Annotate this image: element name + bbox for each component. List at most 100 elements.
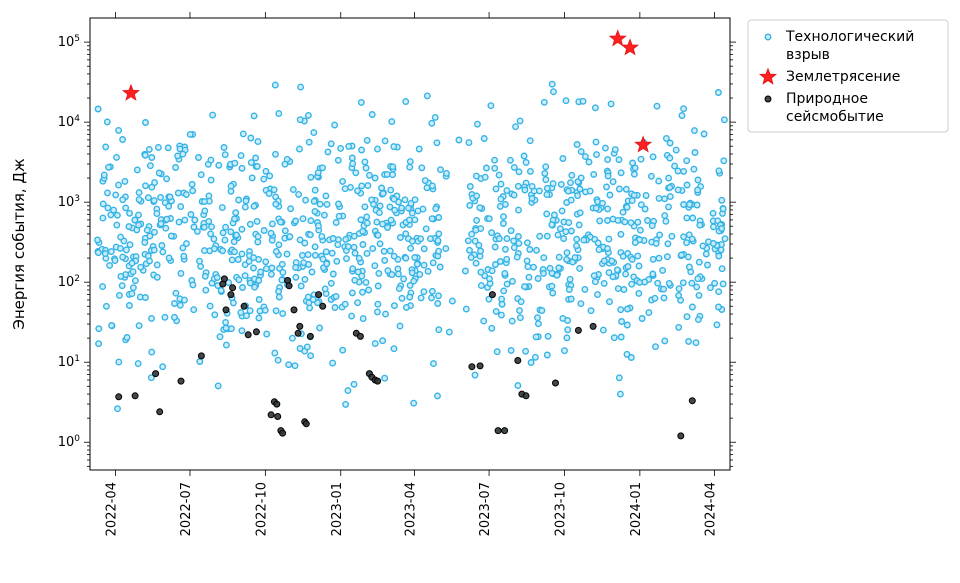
point-tech-explosion [189, 182, 195, 188]
point-tech-explosion [255, 139, 261, 145]
point-tech-explosion [145, 227, 151, 233]
point-tech-explosion [120, 137, 126, 143]
x-tick-label: 2022-04 [104, 482, 119, 536]
point-tech-explosion [215, 383, 221, 389]
point-tech-explosion [188, 212, 194, 218]
point-tech-explosion [720, 281, 726, 287]
point-tech-explosion [653, 344, 659, 350]
point-tech-explosion [408, 159, 414, 165]
point-tech-explosion [130, 269, 136, 275]
point-tech-explosion [269, 238, 275, 244]
point-tech-explosion [256, 297, 262, 303]
point-tech-explosion [526, 275, 532, 281]
point-tech-explosion [280, 262, 286, 268]
x-tick-label: 2022-07 [179, 482, 194, 536]
point-tech-explosion [542, 100, 548, 106]
point-tech-explosion [574, 243, 580, 249]
point-tech-explosion [607, 192, 613, 198]
point-tech-explosion [363, 280, 369, 286]
point-tech-explosion [656, 178, 662, 184]
point-tech-explosion [288, 206, 294, 212]
point-tech-explosion [178, 204, 184, 210]
point-tech-explosion [315, 170, 321, 176]
point-tech-explosion [578, 149, 584, 155]
point-tech-explosion [583, 154, 589, 160]
point-tech-explosion [473, 227, 479, 233]
point-tech-explosion [273, 201, 279, 207]
point-tech-explosion [397, 323, 403, 329]
point-tech-explosion [108, 212, 114, 218]
point-tech-explosion [616, 286, 622, 292]
point-tech-explosion [545, 334, 551, 340]
point-tech-explosion [601, 327, 607, 333]
point-tech-explosion [232, 160, 238, 166]
point-tech-explosion [399, 296, 405, 302]
point-tech-explosion [302, 277, 308, 283]
point-natural-event [275, 414, 281, 420]
point-tech-explosion [537, 188, 543, 194]
point-tech-explosion [239, 328, 245, 334]
point-tech-explosion [568, 180, 574, 186]
point-tech-explosion [533, 334, 539, 340]
point-tech-explosion [498, 181, 504, 187]
point-tech-explosion [298, 84, 304, 90]
point-tech-explosion [173, 290, 179, 296]
point-tech-explosion [610, 274, 616, 280]
point-tech-explosion [163, 225, 169, 231]
point-tech-explosion [152, 247, 158, 253]
point-tech-explosion [409, 270, 415, 276]
point-tech-explosion [105, 205, 111, 211]
point-tech-explosion [577, 210, 583, 216]
point-tech-explosion [543, 177, 549, 183]
point-tech-explosion [115, 213, 121, 219]
point-tech-explosion [429, 216, 435, 222]
point-tech-explosion [391, 196, 397, 202]
point-tech-explosion [498, 196, 504, 202]
point-tech-explosion [284, 157, 290, 163]
point-tech-explosion [650, 154, 656, 160]
point-tech-explosion [343, 237, 349, 243]
point-tech-explosion [604, 184, 610, 190]
point-tech-explosion [149, 316, 155, 322]
point-tech-explosion [697, 259, 703, 265]
point-earthquake [635, 137, 650, 152]
point-tech-explosion [287, 234, 293, 240]
point-tech-explosion [552, 212, 558, 218]
point-tech-explosion [390, 164, 396, 170]
point-tech-explosion [684, 240, 690, 246]
point-tech-explosion [184, 192, 190, 198]
point-tech-explosion [572, 255, 578, 261]
point-tech-explosion [593, 205, 599, 211]
point-natural-event [253, 329, 259, 335]
point-tech-explosion [474, 193, 480, 199]
point-tech-explosion [511, 238, 517, 244]
point-tech-explosion [203, 274, 209, 280]
point-tech-explosion [686, 254, 692, 260]
point-tech-explosion [667, 155, 673, 161]
point-tech-explosion [380, 191, 386, 197]
point-tech-explosion [492, 244, 498, 250]
point-tech-explosion [151, 198, 157, 204]
point-tech-explosion [273, 152, 279, 158]
point-tech-explosion [501, 288, 507, 294]
point-tech-explosion [499, 312, 505, 318]
point-tech-explosion [624, 205, 630, 211]
point-tech-explosion [668, 194, 674, 200]
point-tech-explosion [158, 195, 164, 201]
point-tech-explosion [292, 363, 298, 369]
point-tech-explosion [390, 172, 396, 178]
legend-marker-tech-explosion [765, 34, 771, 40]
point-tech-explosion [692, 150, 698, 156]
point-tech-explosion [435, 301, 441, 307]
point-tech-explosion [402, 197, 408, 203]
point-tech-explosion [618, 232, 624, 238]
point-earthquake [610, 31, 625, 46]
point-tech-explosion [340, 347, 346, 353]
point-tech-explosion [574, 142, 580, 148]
point-tech-explosion [516, 184, 522, 190]
point-tech-explosion [362, 159, 368, 165]
point-tech-explosion [550, 290, 556, 296]
point-tech-explosion [687, 264, 693, 270]
point-tech-explosion [166, 204, 172, 210]
point-tech-explosion [618, 170, 624, 176]
